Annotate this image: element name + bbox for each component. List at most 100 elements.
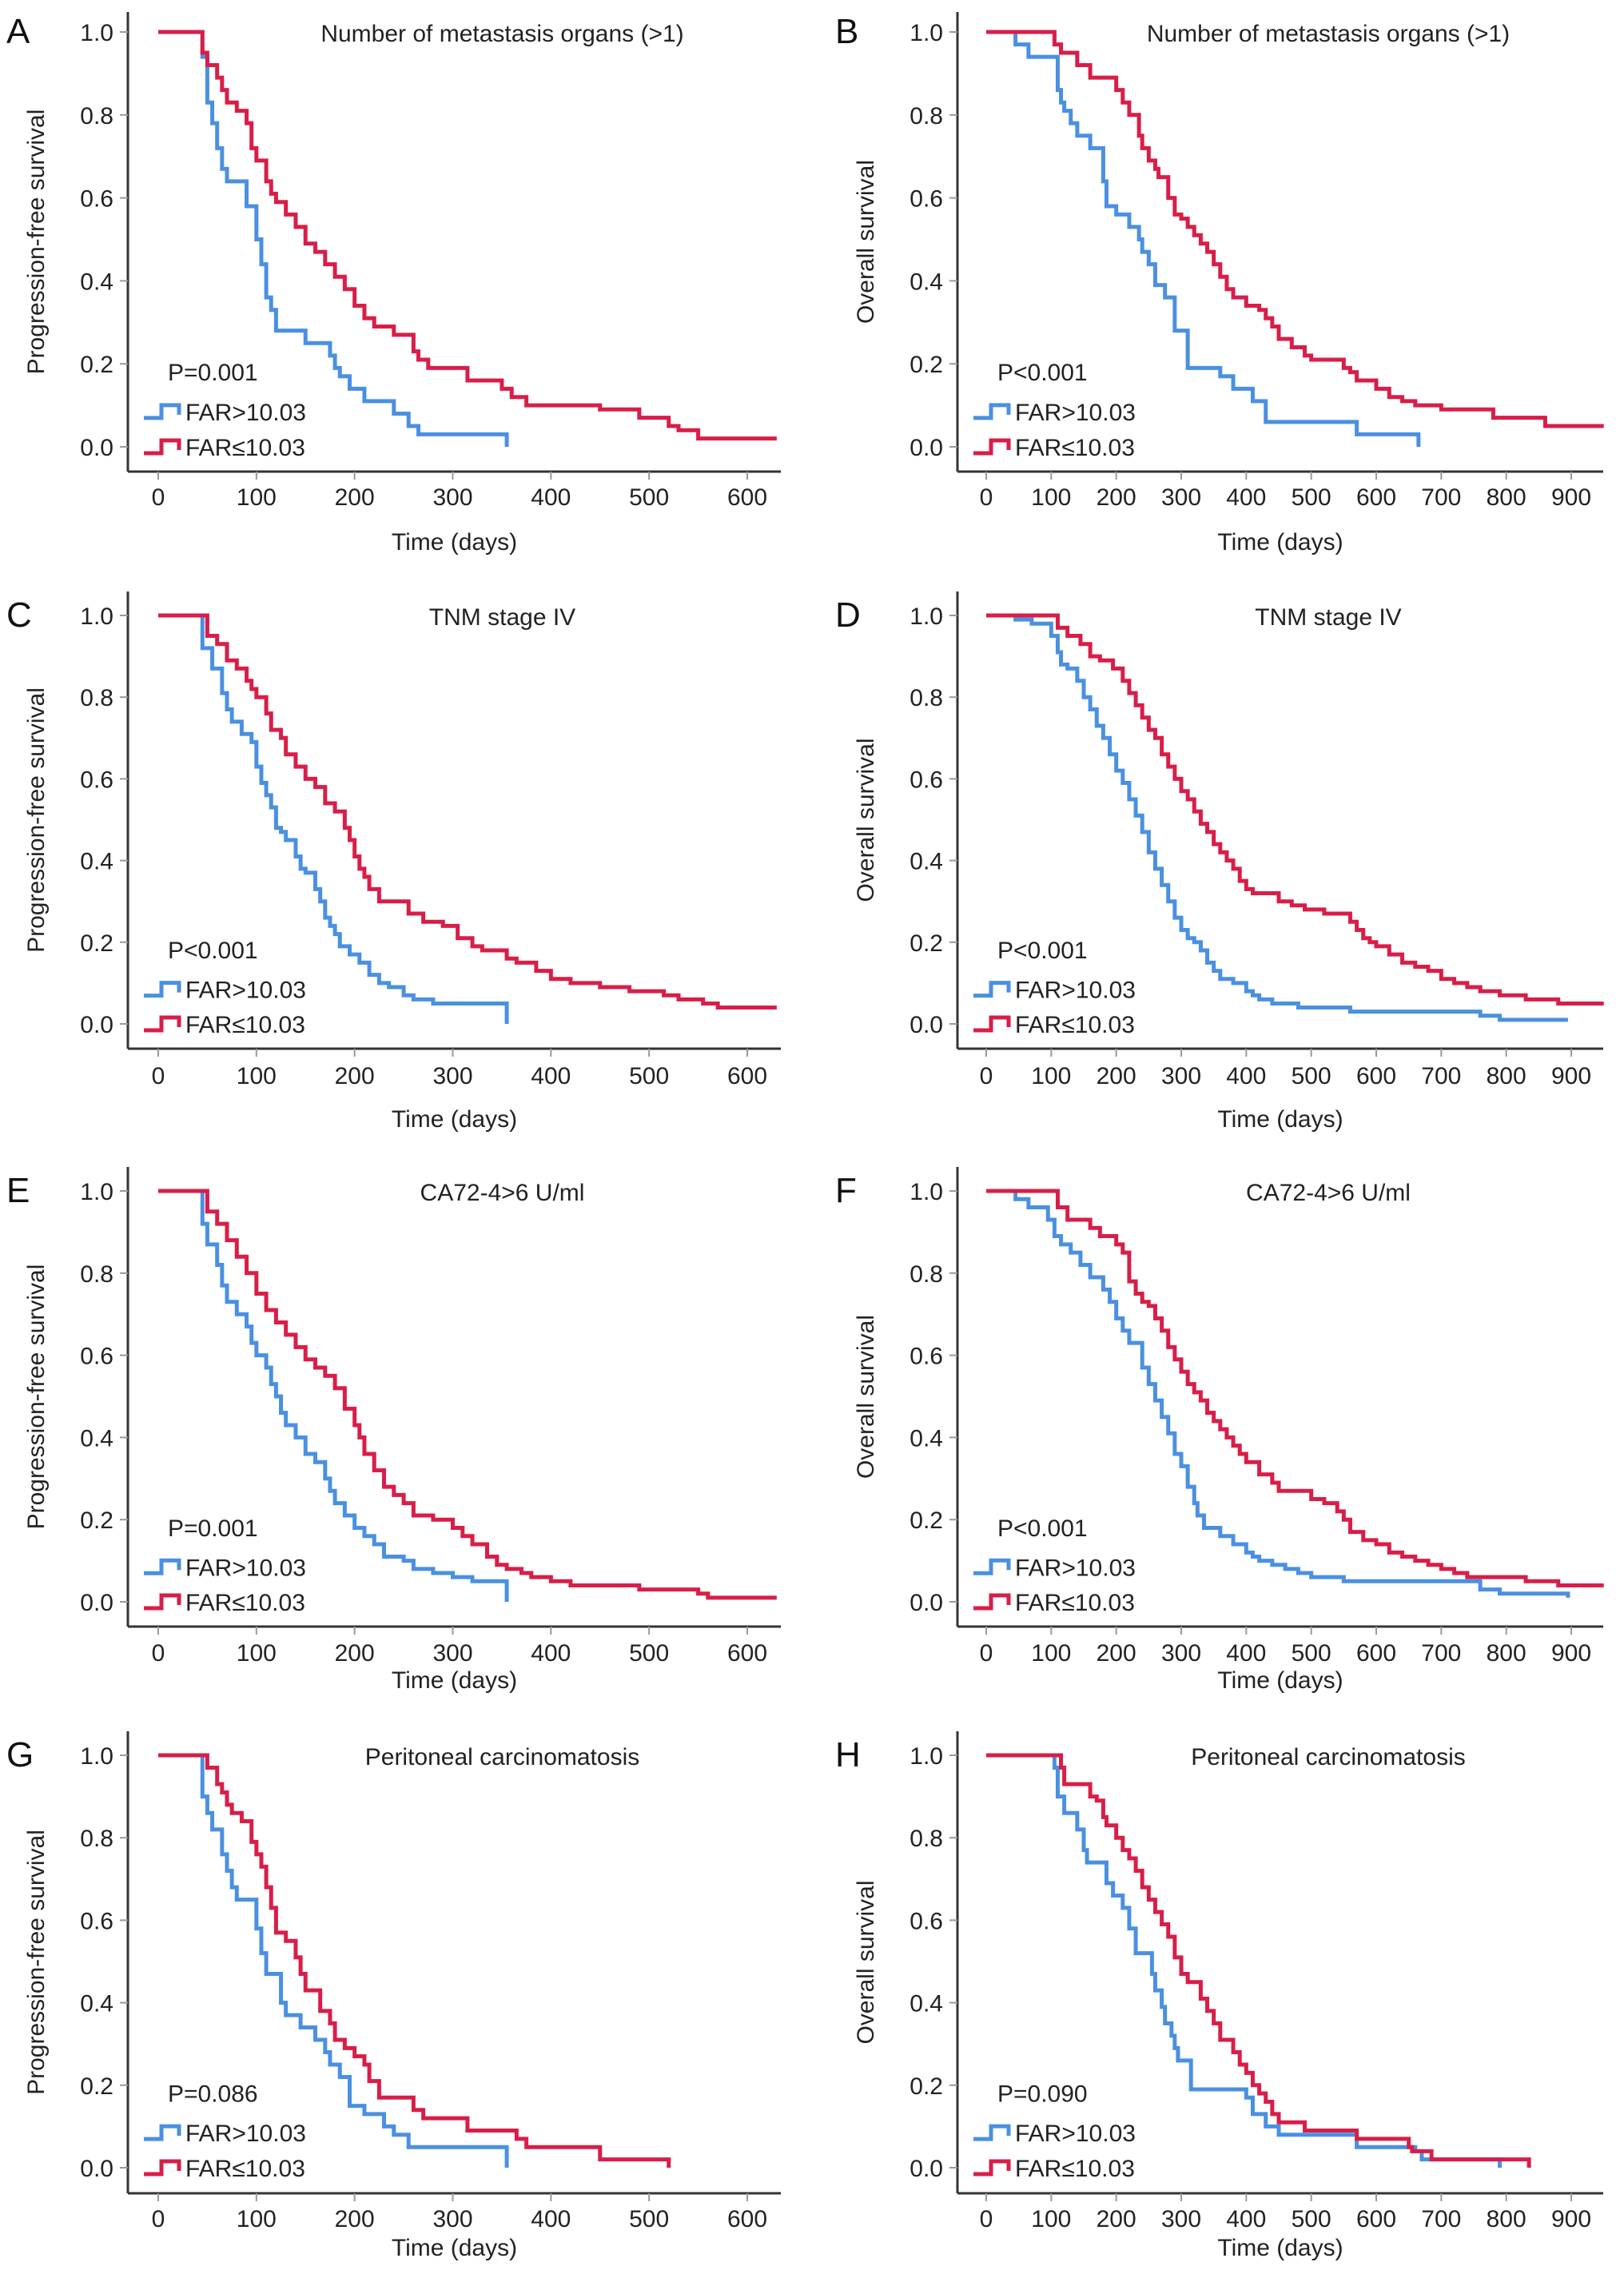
y-tick-label: 0.6 (80, 1344, 113, 1370)
x-tick-label: 700 (1421, 484, 1461, 511)
y-tick-label: 0.8 (910, 685, 943, 711)
x-tick-label: 300 (432, 2206, 472, 2232)
x-tick-label: 800 (1487, 1640, 1526, 1667)
x-tick-label: 500 (629, 1640, 669, 1667)
x-tick-label: 200 (1097, 484, 1136, 511)
legend-label: FAR≤10.03 (1015, 1590, 1135, 1616)
x-tick-label: 600 (1356, 484, 1396, 511)
km-curve-far-low (986, 613, 1604, 1006)
km-panel-b: B 0.0 0.2 0.4 0.6 0.8 1.0 0 100 200 300 400 500 600 70… (835, 12, 1604, 556)
legend-label: FAR≤10.03 (1015, 435, 1135, 461)
x-tick-label: 700 (1421, 2206, 1461, 2232)
x-tick-label: 200 (335, 1640, 375, 1667)
y-tick-label: 0.8 (910, 1826, 943, 1852)
panel-letter: F (835, 1171, 857, 1210)
x-tick-label: 300 (1161, 2206, 1201, 2232)
y-tick-label: 0.4 (910, 1425, 943, 1452)
y-tick-label: 0.8 (910, 1261, 943, 1288)
km-panel-c: C 0.0 0.2 0.4 0.6 0.8 1.0 0 100 200 300 400 500 600 Ti… (6, 591, 781, 1133)
km-curve-far-high (986, 30, 1421, 447)
legend-label: FAR>10.03 (1015, 2121, 1136, 2147)
x-tick-label: 400 (1226, 484, 1266, 511)
x-tick-label: 300 (1161, 484, 1201, 511)
y-tick-label: 0.2 (80, 352, 113, 378)
x-tick-label: 400 (531, 1640, 571, 1667)
km-curve-far-low (986, 1753, 1531, 2168)
y-tick-label: 0.2 (910, 2073, 943, 2100)
x-tick-label: 600 (1356, 1640, 1396, 1667)
y-tick-label: 0.8 (80, 1261, 113, 1288)
x-tick-label: 100 (237, 2206, 277, 2232)
x-tick-label: 800 (1487, 484, 1526, 511)
km-curve-far-high (986, 613, 1568, 1022)
km-panel-d: D 0.0 0.2 0.4 0.6 0.8 1.0 0 100 200 300 400 500 600 70… (835, 591, 1604, 1133)
y-tick-label: 0.8 (80, 103, 113, 129)
legend-key-far-low (144, 438, 181, 456)
y-tick-label: 1.0 (80, 20, 113, 46)
panel-letter: D (835, 595, 861, 635)
x-tick-label: 100 (1031, 1640, 1071, 1667)
y-tick-label: 0.4 (80, 1425, 113, 1452)
x-tick-label: 500 (1292, 1063, 1331, 1089)
x-axis-title: Time (days) (1217, 529, 1343, 556)
km-curve-far-high (986, 1753, 1503, 2168)
panel-title: CA72-4>6 U/ml (420, 1180, 585, 1206)
x-tick-label: 800 (1487, 1063, 1526, 1089)
km-curve-far-low (986, 30, 1604, 428)
y-tick-label: 0.0 (910, 2156, 943, 2182)
x-tick-label: 600 (727, 484, 767, 511)
x-tick-label: 500 (1292, 2206, 1331, 2232)
legend-label: FAR≤10.03 (185, 1012, 305, 1038)
x-tick-label: 100 (237, 484, 277, 511)
panel-letter: G (6, 1735, 34, 1774)
legend-key-far-high (973, 981, 1011, 998)
y-tick-label: 0.6 (910, 186, 943, 213)
y-tick-label: 0.6 (80, 1908, 113, 1934)
km-curve-far-low (158, 1753, 671, 2168)
y-tick-label: 0.6 (910, 1908, 943, 1934)
y-axis-title: Overall survival (853, 738, 879, 902)
y-tick-label: 0.0 (80, 1012, 113, 1038)
x-axis-title: Time (days) (392, 1106, 517, 1133)
legend-key-far-low (144, 2159, 181, 2176)
panel-title: Peritoneal carcinomatosis (1191, 1744, 1466, 1770)
p-value: P=0.090 (997, 2081, 1088, 2107)
x-tick-label: 0 (980, 1640, 993, 1667)
legend-key-far-low (973, 1015, 1011, 1033)
legend-key-far-high (973, 2124, 1011, 2141)
legend-label: FAR>10.03 (185, 978, 306, 1004)
legend-label: FAR>10.03 (185, 400, 306, 426)
y-tick-label: 0.8 (910, 103, 943, 129)
km-curve-far-low (158, 613, 777, 1010)
x-axis-title: Time (days) (1217, 2235, 1343, 2261)
legend-key-far-low (973, 438, 1011, 456)
x-tick-label: 700 (1421, 1063, 1461, 1089)
y-axis-title: Overall survival (853, 160, 879, 324)
km-curve-far-low (986, 1189, 1604, 1587)
y-tick-label: 1.0 (910, 1179, 943, 1205)
x-tick-label: 900 (1551, 2206, 1591, 2232)
x-tick-label: 0 (980, 2206, 993, 2232)
panel-letter: E (6, 1171, 30, 1210)
km-panel-g: G 0.0 0.2 0.4 0.6 0.8 1.0 0 100 200 300 400 500 600 Ti… (6, 1731, 781, 2261)
legend-label: FAR≤10.03 (1015, 2156, 1135, 2182)
x-tick-label: 600 (1356, 2206, 1396, 2232)
legend-key-far-high (144, 2124, 181, 2141)
x-tick-label: 600 (1356, 1063, 1396, 1089)
y-tick-label: 0.6 (80, 767, 113, 793)
x-tick-label: 500 (1292, 484, 1331, 511)
x-tick-label: 500 (629, 2206, 669, 2232)
panel-title: TNM stage IV (1255, 604, 1401, 631)
km-curve-far-high (986, 1189, 1570, 1598)
x-tick-label: 200 (335, 484, 375, 511)
panel-title: Number of metastasis organs (>1) (320, 21, 683, 47)
y-tick-label: 1.0 (910, 20, 943, 46)
legend-label: FAR>10.03 (1015, 1555, 1136, 1581)
km-panel-h: H 0.0 0.2 0.4 0.6 0.8 1.0 0 100 200 300 400 500 600 70… (835, 1731, 1603, 2261)
x-tick-label: 0 (152, 484, 165, 511)
y-tick-label: 0.2 (80, 2073, 113, 2100)
x-tick-label: 600 (727, 1063, 767, 1089)
x-tick-label: 800 (1487, 2206, 1526, 2232)
y-tick-label: 0.6 (80, 186, 113, 213)
x-axis-title: Time (days) (392, 529, 517, 556)
